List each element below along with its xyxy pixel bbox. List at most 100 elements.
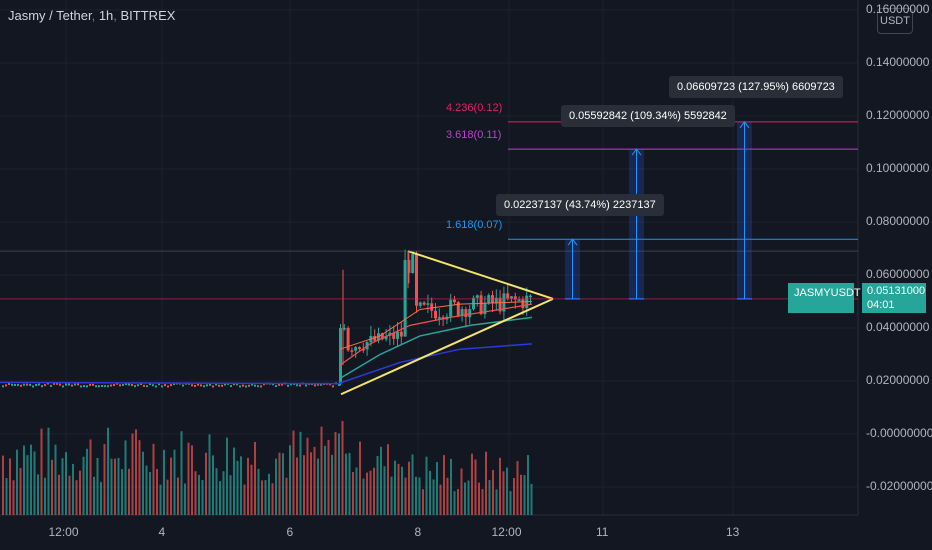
candle	[260, 385, 262, 388]
volume-bar	[446, 477, 449, 515]
candle	[317, 383, 319, 386]
candle	[83, 385, 85, 388]
volume-bar	[317, 458, 319, 515]
volume-bar	[390, 476, 393, 515]
symbol-title: Jasmy / Tether, 1h, BITTREX	[8, 8, 176, 23]
volume-bar	[369, 470, 372, 515]
volume-bar	[152, 443, 155, 515]
projection-arrowhead	[567, 238, 578, 246]
volume-bar	[30, 444, 32, 515]
candle	[92, 383, 94, 386]
candle	[206, 384, 208, 387]
volume-bar	[509, 491, 512, 515]
volume-bar	[250, 464, 253, 515]
volume-bar	[114, 458, 116, 515]
candle	[71, 384, 73, 387]
volume-bar	[324, 445, 326, 515]
volume-bar	[373, 467, 375, 515]
volume-bar	[320, 426, 323, 515]
volume-bar	[341, 420, 344, 515]
volume-bar	[471, 453, 473, 515]
candle	[437, 317, 441, 319]
fib-level-label: 3.618(0.11)	[446, 129, 502, 142]
volume-bar	[380, 446, 382, 515]
volume-bar	[492, 469, 494, 515]
volume-bar	[229, 475, 232, 515]
volume-bar	[194, 471, 197, 515]
volume-bar	[170, 457, 172, 515]
candle	[346, 328, 350, 351]
volume-bar	[450, 458, 452, 515]
volume-bar	[331, 454, 333, 515]
volume-bar	[86, 448, 88, 515]
volume-bar	[145, 465, 148, 515]
volume-bar	[212, 455, 214, 515]
volume-bar	[481, 489, 484, 515]
y-tick-label: -0.00000000	[866, 426, 932, 440]
candle	[50, 384, 52, 387]
volume-bar	[530, 483, 533, 515]
candle	[278, 383, 280, 386]
volume-bar	[383, 466, 386, 515]
candle	[116, 382, 118, 385]
volume-bar	[37, 474, 39, 515]
candle	[134, 385, 136, 388]
volume-bar	[527, 455, 529, 515]
candle	[224, 383, 226, 386]
volume-bar	[338, 433, 340, 515]
volume-bar	[285, 477, 288, 515]
currency-unit-button[interactable]: USDT	[877, 8, 913, 34]
candle	[20, 384, 22, 387]
volume-bar	[61, 458, 64, 515]
volume-bar	[79, 470, 81, 515]
interval: 1h	[98, 8, 114, 23]
candle	[399, 331, 403, 337]
volume-bar	[520, 474, 522, 515]
candle	[155, 385, 157, 388]
candle	[290, 383, 292, 386]
volume-bar	[44, 477, 46, 515]
y-tick-label: 0.12000000	[866, 108, 930, 122]
volume-bar	[443, 455, 445, 515]
volume-bar	[296, 457, 298, 515]
projection-arrowhead	[739, 120, 750, 129]
candle	[119, 384, 121, 387]
candle	[68, 383, 70, 386]
volume-bar	[177, 477, 179, 515]
candle	[47, 382, 49, 385]
volume-bar	[306, 437, 309, 515]
x-tick-label: 12:00	[491, 525, 522, 539]
volume-bar	[429, 470, 431, 515]
ma-orange-line	[339, 301, 533, 350]
candle	[107, 385, 109, 388]
volume-bar	[299, 431, 302, 515]
ticker-badge[interactable]: JASMYUSDT	[788, 283, 861, 313]
candle	[77, 383, 79, 386]
candle	[131, 384, 133, 387]
volume-bar	[236, 460, 239, 515]
candle	[287, 384, 289, 387]
volume-bar	[201, 480, 204, 515]
volume-bar	[436, 462, 438, 515]
candle	[342, 328, 346, 330]
x-tick-label: 6	[286, 525, 294, 539]
last-price-badge[interactable]: 0.05131000 04:01	[862, 283, 926, 313]
candle	[23, 383, 25, 386]
volume-bar	[264, 480, 267, 515]
candle	[143, 384, 145, 387]
candle	[17, 383, 19, 386]
volume-bar	[247, 457, 249, 515]
volume-bar	[422, 489, 424, 515]
candle	[513, 296, 517, 300]
volume-bar	[418, 477, 421, 515]
ma-blue-line	[0, 343, 533, 385]
candle	[236, 383, 238, 386]
volume-bar	[75, 480, 78, 515]
y-tick-label: 0.10000000	[866, 161, 930, 175]
volume-bar	[506, 467, 508, 515]
volume-bar	[9, 458, 11, 515]
candle	[517, 299, 521, 301]
candle	[254, 384, 256, 387]
